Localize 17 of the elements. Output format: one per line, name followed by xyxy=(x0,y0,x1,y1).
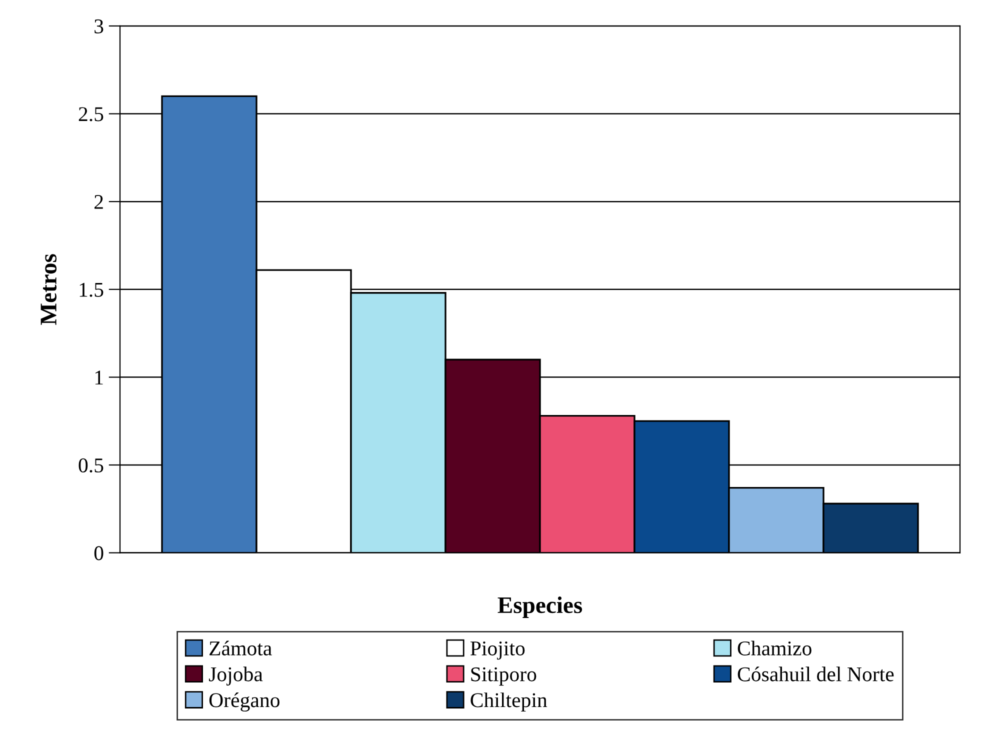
legend-label: Zámota xyxy=(210,640,272,656)
legend-label: Cósahuil del Norte xyxy=(738,666,894,682)
legend-label: Orégano xyxy=(209,692,280,712)
y-tick-label: 1.5 xyxy=(80,282,104,297)
x-axis-title: Especies xyxy=(498,596,582,618)
legend-label: Jojoba xyxy=(208,666,263,686)
y-tick-label: 2.5 xyxy=(78,107,104,122)
y-tick-label: 3 xyxy=(94,19,104,34)
legend-label: Chamizo xyxy=(738,640,812,656)
y-tick-label: 0 xyxy=(94,546,104,560)
y-tick-label: 2 xyxy=(94,195,103,209)
y-tick-label: 1 xyxy=(95,370,103,384)
y-tick-label: 0.5 xyxy=(78,458,104,473)
legend-label: Chiltepin xyxy=(470,692,548,712)
legend-label: Piojito xyxy=(470,641,525,660)
legend-label: Sitiporo xyxy=(471,667,536,686)
y-axis-title: Metros xyxy=(40,254,57,325)
